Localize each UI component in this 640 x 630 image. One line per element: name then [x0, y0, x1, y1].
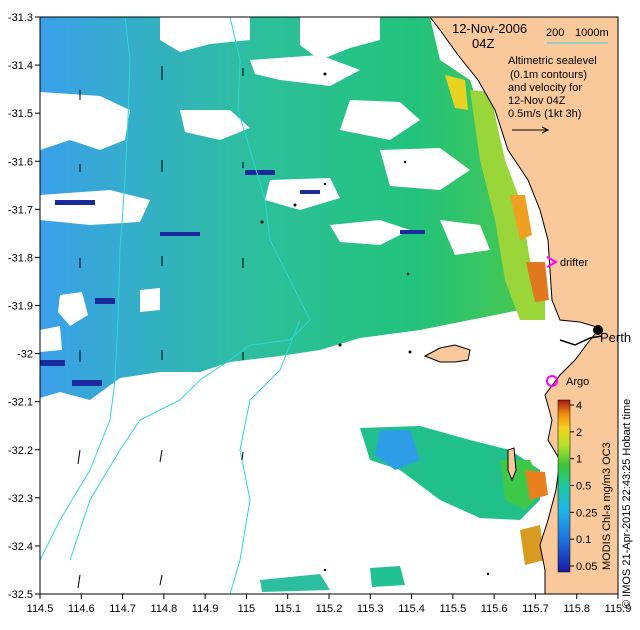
colorbar-tick-label: 0.05 [576, 561, 597, 573]
colorbar-tick-label: 0.25 [576, 507, 597, 519]
x-tick-label: 114.7 [109, 603, 136, 615]
x-tick-label: 115.9 [605, 603, 632, 615]
chlorophyll-field-north [40, 17, 540, 400]
y-tick-label: -32.2 [8, 445, 33, 457]
y-tick-label: -32.1 [8, 397, 33, 409]
colorbar: 4 2 1 0.5 0.25 0.1 0.05 MODIS Chl-a mg/m3 OC3 [557, 399, 613, 573]
no-data-patches [40, 17, 490, 352]
colorbar-tick-label: 0.5 [576, 481, 591, 493]
legend-line-3: and velocity for [508, 82, 582, 94]
argo-marker [546, 375, 558, 387]
y-tick-label: -32 [17, 349, 33, 361]
velocity-scale-arrowhead [541, 126, 550, 134]
y-tick-label: -31.6 [8, 156, 33, 168]
legend-line-4: 12-Nov 04Z [508, 95, 566, 107]
garden-island [507, 447, 517, 482]
y-tick-label: -31.4 [8, 60, 33, 72]
x-tick-label: 114.6 [68, 603, 95, 615]
coastal-bloom [445, 75, 549, 320]
y-tick-label: -31.8 [8, 252, 33, 264]
y-tick-label: -31.7 [8, 204, 33, 216]
deep-blue-speckles [40, 170, 425, 386]
y-tick-label: -32.5 [8, 589, 33, 601]
x-tick-label: 114.8 [150, 603, 177, 615]
argo-label: Argo [566, 376, 589, 388]
plot-area [40, 17, 618, 594]
bathy-label-200: 200 [546, 27, 564, 39]
x-tick-label: 115.6 [481, 603, 508, 615]
x-tick-label: 115.3 [357, 603, 384, 615]
colorbar-tick-label: 0.1 [576, 534, 591, 546]
drifter-marker [546, 256, 559, 268]
colorbar-tick-label: 1 [576, 454, 582, 466]
x-tick-label: 115.2 [316, 603, 343, 615]
rottnest-island [423, 344, 471, 363]
x-tick-label: 115 [238, 603, 256, 615]
x-tick-label: 114.5 [27, 603, 54, 615]
x-tick-label: 115.1 [274, 603, 301, 615]
y-tick-label: -32.3 [8, 493, 33, 505]
map-time: 04Z [472, 36, 494, 51]
y-tick-label: -32.4 [8, 541, 33, 553]
imos-credit: © IMOS 21-Apr-2015 22:43:25 Hobart time [621, 399, 633, 608]
x-tick-label: 115.4 [398, 603, 425, 615]
x-tick-label: 115.8 [563, 603, 590, 615]
map-date: 12-Nov-2006 [452, 21, 527, 36]
colorbar-tick-label: 2 [576, 427, 582, 439]
bathy-label-1000: 1000m [575, 27, 609, 39]
legend-line-2: (0.1m contours) [510, 69, 587, 81]
y-tick-label: -31.3 [8, 12, 33, 24]
legend-line-5: 0.5m/s (1kt 3h) [508, 108, 581, 120]
swan-river [559, 335, 603, 346]
legend-line-1: Altimetric sealevel [508, 55, 597, 67]
bathymetry-contours [40, 17, 311, 594]
y-tick-label: -31.9 [8, 301, 33, 313]
sea-level-dots [260, 72, 490, 576]
land-mass [429, 17, 618, 594]
drifter-label: drifter [560, 257, 588, 269]
x-tick-label: 114.9 [192, 603, 219, 615]
chlorophyll-field-south [260, 426, 548, 592]
colorbar-label: MODIS Chl-a mg/m3 OC3 [601, 442, 613, 570]
map-legend: 12-Nov-2006 04Z 200 1000m Altimetric sea… [452, 21, 609, 134]
perth-marker [593, 325, 603, 335]
x-tick-label: 115.7 [522, 603, 549, 615]
colorbar-ramp [557, 399, 571, 573]
velocity-arrows [77, 66, 244, 589]
perth-label: Perth [600, 330, 631, 345]
y-axis: -31.3 -31.4 -31.5 -31.6 -31.7 -31.8 -31.9 -32 -3… [8, 12, 40, 601]
colorbar-tick-label: 4 [576, 400, 582, 412]
x-axis: 114.5 114.6 114.7 114.8 114.9 115 115.1 115.2 11… [27, 594, 632, 615]
y-tick-label: -31.5 [8, 108, 33, 120]
x-tick-label: 115.5 [439, 603, 466, 615]
